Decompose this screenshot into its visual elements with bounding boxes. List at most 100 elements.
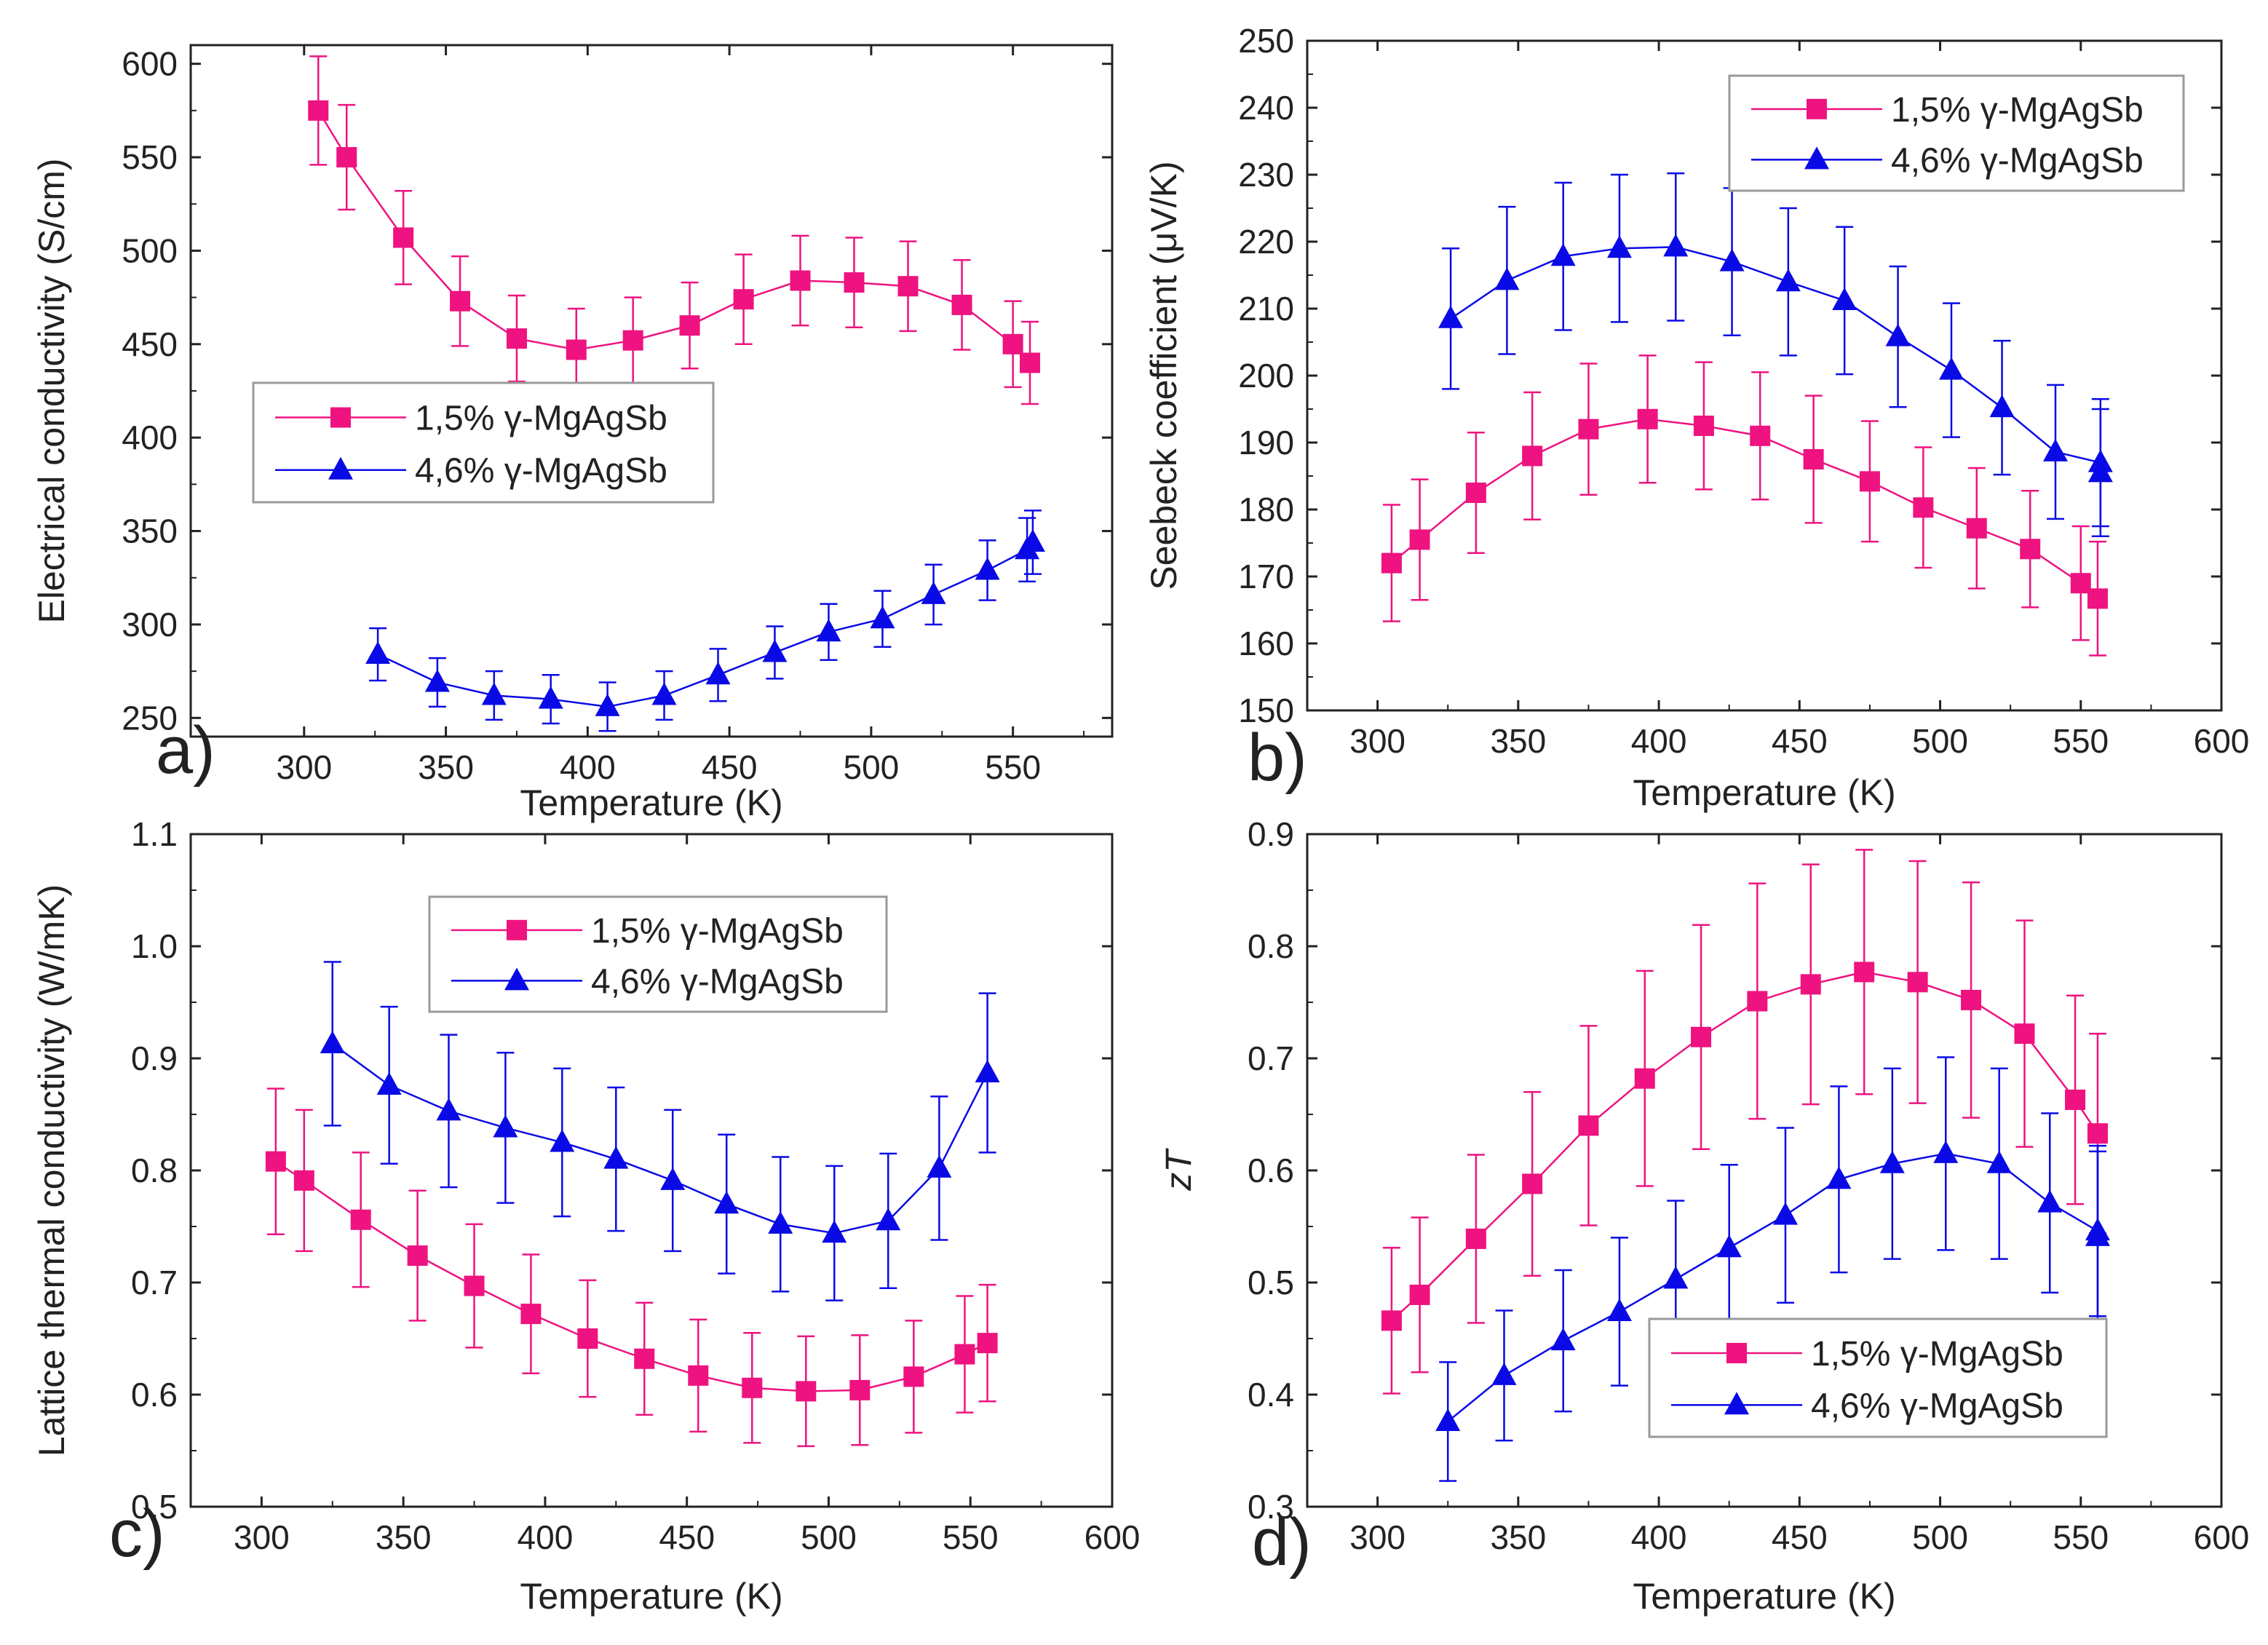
- legend: 1,5% γ-MgAgSb 4,6% γ-MgAgSb: [1728, 74, 2185, 192]
- chart-panel-d: 300 350 400 450 500 550 600 0.3 0.4 0.5 0.6 0.7 0.8 0…: [1158, 815, 2249, 1617]
- data-point: [951, 294, 972, 315]
- data-point: [714, 1191, 740, 1214]
- chart-panel-a: 300 350 400 450 500 550 250 300 350 400 450 500 550 6…: [31, 44, 1114, 823]
- data-point: [790, 270, 811, 291]
- data-point: [1438, 305, 1464, 328]
- legend-label: 1,5% γ-MgAgSb: [591, 912, 844, 951]
- data-point: [634, 1348, 655, 1369]
- series-line: [317, 110, 1031, 364]
- y-tick-label: 0.5: [1248, 1264, 1294, 1301]
- x-tick-label: 450: [702, 748, 758, 786]
- x-tick-label: 300: [1349, 1518, 1405, 1556]
- data-point: [1465, 483, 1486, 503]
- series-1: [1381, 354, 2108, 657]
- data-point: [2087, 1123, 2108, 1144]
- data-point: [705, 662, 731, 685]
- data-point: [849, 1379, 871, 1400]
- legend-marker: [1726, 1342, 1747, 1363]
- series-line: [1447, 1152, 2099, 1422]
- x-tick-label: 300: [1349, 722, 1405, 760]
- series-line: [332, 1042, 988, 1234]
- data-point: [1933, 1140, 1959, 1163]
- x-tick-label: 400: [1631, 1518, 1687, 1556]
- x-tick-label: 500: [801, 1518, 857, 1556]
- data-point: [1465, 1228, 1486, 1249]
- y-tick-label: 1.1: [131, 815, 178, 853]
- data-point: [393, 227, 414, 248]
- series-2: [1438, 172, 2113, 538]
- legend-box: [1728, 74, 2185, 192]
- data-point: [293, 1170, 314, 1191]
- y-tick-label: 250: [122, 699, 178, 737]
- legend-marker: [328, 456, 353, 480]
- data-point: [876, 1208, 901, 1231]
- data-point: [977, 1333, 998, 1354]
- y-tick-label: 190: [1238, 424, 1294, 461]
- data-point: [603, 1146, 629, 1169]
- data-point: [320, 1030, 345, 1053]
- data-point: [1832, 287, 1857, 310]
- data-point: [1020, 528, 1045, 552]
- x-tick-label: 500: [1912, 722, 1968, 760]
- y-tick-label: 160: [1238, 625, 1294, 662]
- data-point: [975, 1060, 1000, 1083]
- panel-label: d): [1252, 1505, 1312, 1579]
- data-point: [577, 1328, 598, 1349]
- y-tick-label: 0.7: [1248, 1039, 1294, 1077]
- data-point: [1494, 267, 1520, 290]
- x-tick-label: 550: [2053, 1518, 2109, 1556]
- data-point: [336, 147, 357, 168]
- y-tick-label: 350: [122, 512, 178, 550]
- legend-box: [428, 895, 888, 1013]
- y-tick-label: 220: [1238, 223, 1294, 261]
- data-point: [954, 1344, 975, 1365]
- data-point: [1435, 1408, 1461, 1431]
- data-point: [450, 290, 471, 312]
- y-tick-label: 240: [1238, 89, 1294, 127]
- data-point: [1716, 1234, 1742, 1258]
- data-point: [733, 289, 754, 310]
- data-point: [1550, 243, 1576, 266]
- data-point: [407, 1245, 428, 1267]
- data-point: [762, 639, 788, 662]
- x-axis-label: Temperature (K): [1633, 772, 1895, 813]
- y-tick-label: 170: [1238, 558, 1294, 595]
- series-1: [265, 1087, 998, 1448]
- data-point: [1913, 497, 1934, 518]
- y-tick-label: 400: [122, 419, 178, 456]
- y-tick-label: 1.0: [131, 927, 178, 965]
- data-point: [1989, 395, 2015, 418]
- data-point: [816, 619, 841, 642]
- x-tick-label: 500: [844, 748, 900, 786]
- legend-label: 4,6% γ-MgAgSb: [1891, 141, 2144, 180]
- data-point: [1826, 1166, 1852, 1189]
- series-2: [365, 510, 1045, 732]
- data-point: [1775, 269, 1801, 292]
- panel-label: b): [1248, 721, 1307, 795]
- series-line: [1450, 246, 2102, 473]
- y-axis-label: Electrical conductivity (S/cm): [31, 158, 72, 623]
- data-point: [1859, 471, 1880, 492]
- data-point: [265, 1151, 286, 1172]
- data-point: [1747, 991, 1768, 1012]
- y-tick-label: 0.6: [131, 1376, 178, 1414]
- series-2: [1435, 1056, 2110, 1482]
- legend-marker: [1804, 146, 1829, 170]
- data-point: [1719, 248, 1745, 271]
- y-tick-label: 200: [1238, 357, 1294, 395]
- y-axis-label: zT: [1158, 1148, 1199, 1192]
- y-tick-label: 0.5: [131, 1488, 178, 1526]
- data-point: [2087, 459, 2113, 483]
- x-tick-label: 450: [1772, 722, 1828, 760]
- data-point: [506, 328, 527, 349]
- x-tick-label: 550: [2053, 722, 2109, 760]
- data-point: [660, 1167, 686, 1190]
- data-point: [481, 682, 507, 705]
- data-point: [365, 641, 391, 665]
- x-tick-label: 400: [560, 748, 616, 786]
- y-tick-label: 0.6: [1248, 1152, 1294, 1189]
- legend-marker: [1807, 98, 1827, 119]
- legend-label: 4,6% γ-MgAgSb: [1811, 1387, 2063, 1425]
- data-point: [1691, 1026, 1712, 1047]
